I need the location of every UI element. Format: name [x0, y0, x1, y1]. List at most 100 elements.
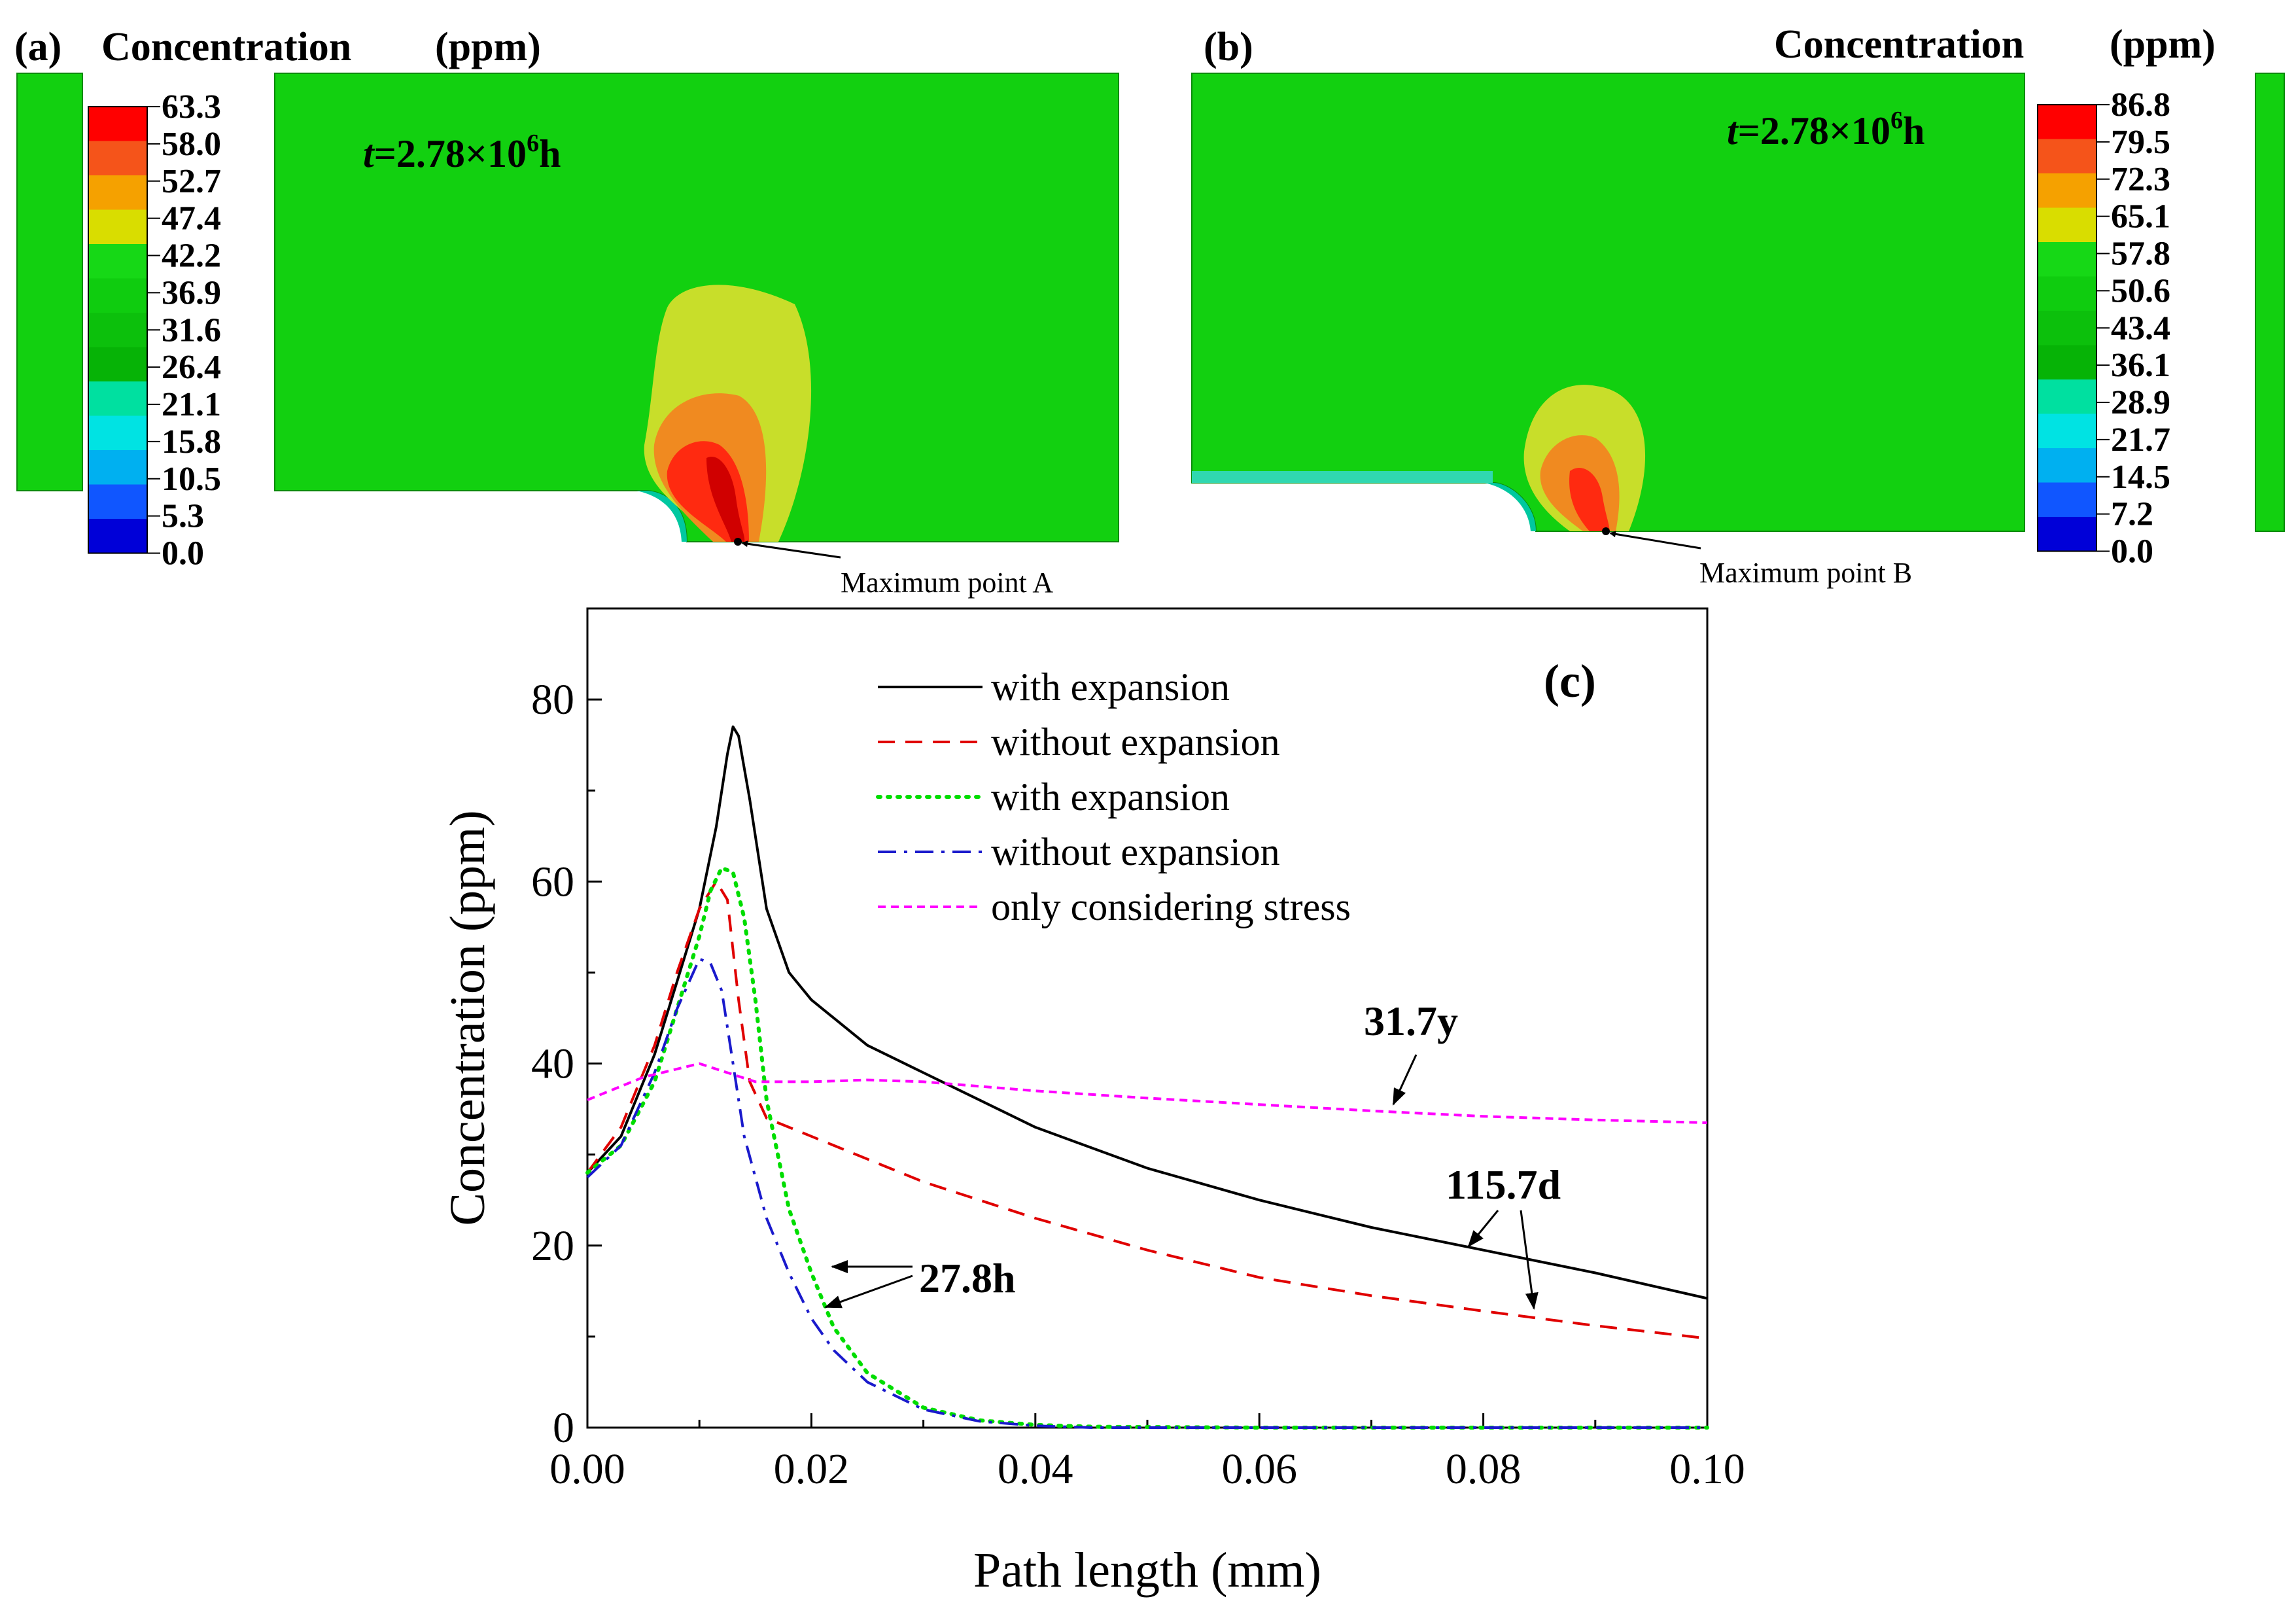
panel-a-label: (a): [14, 25, 61, 69]
panel-a-colorbar-swatch: [88, 484, 147, 519]
panel-a-colorbar-value: 36.9: [162, 274, 221, 311]
panel-b-colorbar-value: 65.1: [2111, 198, 2170, 236]
panel-a-annotation-arrow: [741, 540, 841, 559]
panel-c-chart: 0.00 0.02 0.04 0.06 0.08 0.10 0 20 40 60 80 (c) wi…: [440, 607, 1745, 1598]
panel-b-colorbar-value: 50.6: [2111, 272, 2170, 309]
panel-b-colorbar-swatch: [2038, 345, 2096, 379]
panel-a-time-label: t=2.78×106h: [363, 130, 561, 175]
panel-b-label: (b): [1204, 25, 1253, 69]
panel-a-colorbar-swatch: [88, 519, 147, 554]
legend-label-3: with expansion: [991, 775, 1230, 818]
panel-b-colorbar-swatch: [2038, 379, 2096, 414]
y-tick-label: 0: [553, 1404, 574, 1452]
series-line-3: [585, 866, 1709, 1430]
panel-b-colorbar-swatch: [2038, 242, 2096, 277]
panel-a-left-strip: [16, 73, 83, 491]
panel-a-colorbar-value: 0.0: [162, 535, 204, 572]
panel-b-colorbar-value: 14.5: [2111, 459, 2170, 496]
panel-a: (a) Concentration (ppm) t=2.78×106h Maxi…: [14, 25, 1119, 599]
chart-ticks: 0.00 0.02 0.04 0.06 0.08 0.10 0 20 40 60 80: [531, 676, 1745, 1493]
chart-ylabel: Concentration (ppm): [440, 810, 495, 1225]
panel-a-colorbar-value: 58.0: [162, 126, 221, 163]
y-tick-label: 80: [531, 676, 574, 724]
panel-b-colorbar-swatch: [2038, 173, 2096, 208]
panel-b-notch-edge: [1485, 483, 1536, 531]
x-tick-label: 0.04: [998, 1445, 1073, 1493]
panel-b-unit: (ppm): [2110, 22, 2216, 67]
legend-label-5: only considering stress: [991, 885, 1351, 928]
panel-b-colorbar-value: 86.8: [2111, 86, 2170, 124]
panel-b-colorbar-value: 43.4: [2111, 309, 2170, 347]
panel-a-colorbar-swatch: [88, 313, 147, 347]
panel-a-colorbar-value: 31.6: [162, 311, 221, 349]
panel-b-colorbar-swatch: [2038, 139, 2096, 173]
annotation-115-7d-arrow-2: [1520, 1210, 1539, 1310]
panel-b-colorbar-swatch: [2038, 311, 2096, 345]
panel-b-colorbar-swatch: [2038, 276, 2096, 311]
panel-a-colorbar-swatch: [88, 107, 147, 141]
chart-plot-area: [585, 725, 1709, 1430]
y-tick-label: 40: [531, 1040, 574, 1088]
panel-b-colorbar-swatch: [2038, 482, 2096, 517]
panel-b-bottom-band: [1192, 471, 1493, 483]
panel-b-colorbar-value: 21.7: [2111, 421, 2170, 459]
panel-b-colorbar: 86.879.572.365.157.850.643.436.128.921.7…: [2037, 86, 2170, 571]
y-tick-label: 60: [531, 858, 574, 906]
panel-a-title: Concentration: [101, 25, 351, 69]
annotation-27-8h: 27.8h: [919, 1255, 1016, 1301]
legend-label-2: without expansion: [991, 720, 1280, 764]
panel-a-colorbar-value: 5.3: [162, 498, 204, 535]
panel-b-colorbar-value: 0.0: [2111, 533, 2153, 571]
chart-xlabel: Path length (mm): [973, 1543, 1321, 1598]
panel-b-colorbar-swatch: [2038, 207, 2096, 242]
panel-a-annotation: Maximum point A: [841, 567, 1053, 599]
panel-a-colorbar-swatch: [88, 175, 147, 210]
panel-a-colorbar: 63.358.052.747.442.236.931.626.421.115.8…: [88, 88, 221, 572]
y-tick-label: 20: [531, 1222, 574, 1270]
series-line-2: [586, 880, 1708, 1340]
panel-a-colorbar-swatch: [88, 381, 147, 416]
panel-a-colorbar-value: 42.2: [162, 237, 221, 275]
legend-label-4: without expansion: [991, 830, 1280, 873]
annotation-115-7d: 115.7d: [1446, 1161, 1561, 1208]
x-tick-label: 0.10: [1669, 1445, 1745, 1493]
panel-a-colorbar-swatch: [88, 141, 147, 175]
annotation-31-7y-arrow: [1392, 1054, 1418, 1106]
panel-a-colorbar-swatch: [88, 209, 147, 244]
panel-b: (b) Concentration (ppm) t=2.78×106h Maxi…: [1191, 22, 2285, 589]
panel-a-colorbar-value: 21.1: [162, 386, 221, 423]
panel-b-colorbar-swatch: [2038, 105, 2096, 139]
panel-b-colorbar-value: 57.8: [2111, 236, 2170, 273]
panel-b-annotation-arrow: [1609, 531, 1701, 550]
panel-a-unit: (ppm): [435, 25, 541, 69]
x-tick-label: 0.08: [1446, 1445, 1522, 1493]
legend-label-1: with expansion: [991, 665, 1230, 709]
x-tick-label: 0.00: [549, 1445, 625, 1493]
panel-b-colorbar-swatch: [2038, 413, 2096, 448]
panel-b-colorbar-value: 7.2: [2111, 496, 2153, 533]
panel-b-colorbar-value: 28.9: [2111, 384, 2170, 421]
panel-a-max-point: [734, 538, 742, 546]
annotation-27-8h-arrow-2: [824, 1275, 913, 1309]
annotation-31-7y: 31.7y: [1364, 998, 1458, 1044]
panel-b-right-strip: [2255, 73, 2285, 532]
panel-b-colorbar-value: 36.1: [2111, 347, 2170, 384]
panel-a-colorbar-swatch: [88, 347, 147, 381]
panel-a-colorbar-swatch: [88, 278, 147, 313]
panel-b-title: Concentration: [1774, 22, 2024, 67]
panel-a-colorbar-value: 47.4: [162, 200, 221, 237]
panel-a-colorbar-swatch: [88, 244, 147, 279]
x-tick-label: 0.02: [774, 1445, 850, 1493]
panel-a-colorbar-value: 26.4: [162, 349, 221, 386]
panel-a-colorbar-value: 52.7: [162, 163, 221, 200]
panel-a-contour-darkred: [706, 457, 745, 542]
panel-a-colorbar-value: 10.5: [162, 461, 221, 498]
panel-a-colorbar-value: 63.3: [162, 88, 221, 126]
annotation-115-7d-arrow-1: [1467, 1210, 1499, 1248]
panel-a-colorbar-swatch: [88, 415, 147, 450]
panel-a-colorbar-swatch: [88, 450, 147, 485]
panel-b-contour-red: [1569, 467, 1610, 531]
panel-a-colorbar-value: 15.8: [162, 423, 221, 461]
chart-legend: with expansion without expansion with expa…: [876, 665, 1351, 928]
